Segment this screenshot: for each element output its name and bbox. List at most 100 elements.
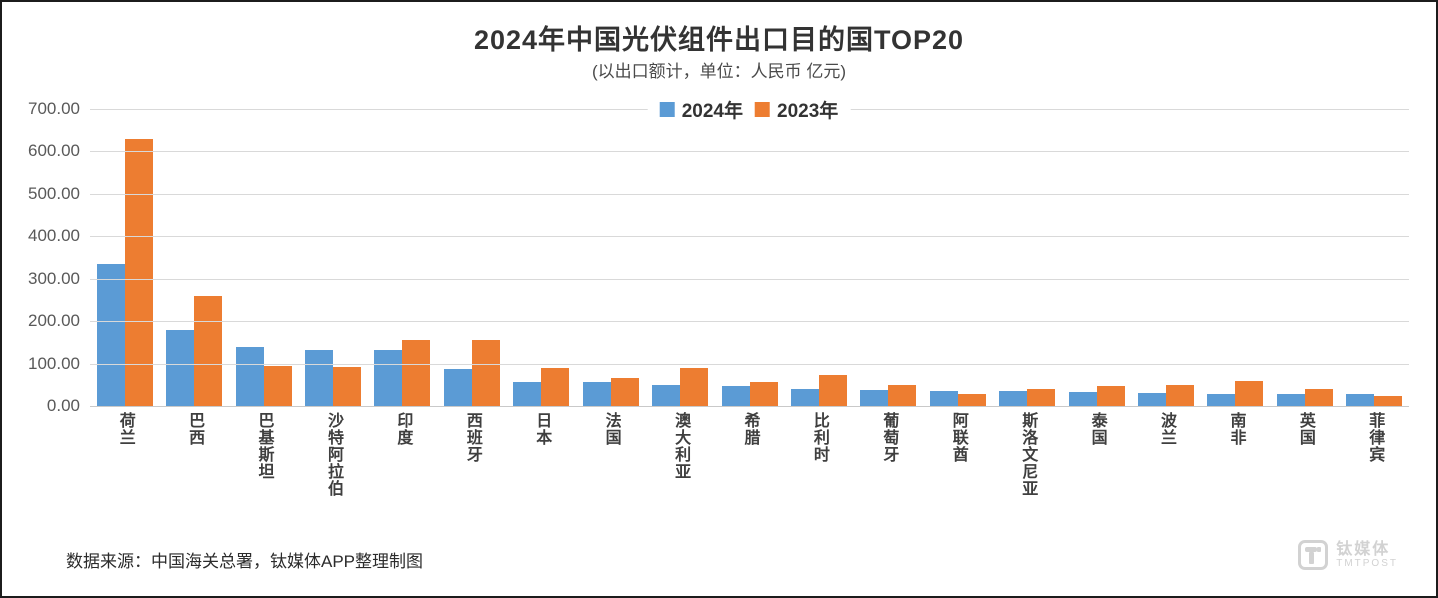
x-cell: 沙特阿拉伯 [298,412,367,540]
bar-2024年-日本 [513,382,542,406]
legend-swatch-2023 [755,102,770,117]
bar-2023年-西班牙 [471,340,500,406]
x-label-澳大利亚: 澳大利亚 [672,412,690,480]
x-label-西班牙: 西班牙 [463,412,481,463]
bar-2023年-比利时 [818,375,847,406]
tmtpost-logo-icon [1298,540,1329,570]
legend-label-2024: 2024年 [681,101,743,122]
x-cell: 阿联酋 [923,412,992,540]
y-axis: 700.00 600.00 500.00 400.00 300.00 200.00 100.… [2,99,80,415]
x-label-斯洛文尼亚: 斯洛文尼亚 [1019,412,1037,497]
gridline [90,279,1409,280]
bar-2023年-泰国 [1096,386,1125,406]
bar-group-西班牙 [437,109,506,406]
y-tick-label: 700.00 [28,99,80,118]
bar-2023年-巴基斯坦 [263,366,292,406]
bar-2023年-英国 [1304,389,1333,406]
x-cell: 巴基斯坦 [229,412,298,540]
x-label-英国: 英国 [1296,412,1314,446]
bar-2024年-澳大利亚 [652,385,681,406]
gridline [90,364,1409,365]
legend-item-2024: 2024年 [659,96,743,123]
x-cell: 比利时 [784,412,853,540]
watermark: 钛媒体 TMTPOST [1298,540,1398,570]
x-cell: 法国 [576,412,645,540]
chart-subtitle: (以出口额计，单位：人民币 亿元) [591,62,847,81]
bar-group-沙特阿拉伯 [298,109,367,406]
x-label-巴西: 巴西 [186,412,204,446]
x-cell: 英国 [1270,412,1339,540]
x-label-泰国: 泰国 [1088,412,1106,446]
x-cell: 葡萄牙 [854,412,923,540]
plot-area [90,109,1409,407]
x-axis: 荷兰 巴西 巴基斯坦 沙特阿拉伯 印度 西班牙 日本 法国 澳大利亚 希腊 比利时 葡萄牙 阿联酋 斯洛文… [90,412,1409,540]
bar-2024年-印度 [374,350,403,406]
bar-2023年-阿联酋 [957,394,986,406]
bar-group-斯洛文尼亚 [992,109,1061,406]
x-cell: 印度 [368,412,437,540]
x-label-葡萄牙: 葡萄牙 [880,412,898,463]
bar-group-巴基斯坦 [229,109,298,406]
bar-2023年-法国 [610,378,639,406]
x-cell: 波兰 [1131,412,1200,540]
y-tick-label: 500.00 [28,184,80,203]
x-cell: 巴西 [159,412,228,540]
watermark-text: 钛媒体 TMTPOST [1336,541,1398,570]
bar-2023年-荷兰 [124,139,153,406]
watermark-sub: TMTPOST [1336,558,1398,570]
bar-2024年-阿联酋 [929,391,958,406]
bar-2024年-沙特阿拉伯 [304,350,333,406]
x-label-希腊: 希腊 [741,412,759,446]
source-note: 数据来源：中国海关总署，钛媒体APP整理制图 [66,552,424,571]
x-label-阿联酋: 阿联酋 [949,412,967,463]
bar-2023年-斯洛文尼亚 [1027,389,1056,406]
bar-group-法国 [576,109,645,406]
y-tick-label: 400.00 [28,226,80,245]
bar-2023年-印度 [402,340,431,406]
chart-title: 2024年中国光伏组件出口目的国TOP20 [473,25,965,55]
bar-2024年-南非 [1207,394,1236,406]
bar-group-希腊 [715,109,784,406]
bar-2024年-泰国 [1068,392,1097,406]
bar-2023年-日本 [541,368,570,406]
x-cell: 荷兰 [90,412,159,540]
bar-2024年-希腊 [721,386,750,406]
bar-group-日本 [507,109,576,406]
bar-2023年-希腊 [749,382,778,406]
bar-2024年-西班牙 [443,369,472,406]
x-label-比利时: 比利时 [810,412,828,463]
bar-group-阿联酋 [923,109,992,406]
gridline [90,321,1409,322]
bar-group-荷兰 [90,109,159,406]
bar-group-英国 [1270,109,1339,406]
bar-2023年-葡萄牙 [888,385,917,406]
legend-item-2023: 2023年 [755,96,838,123]
gridline [90,236,1409,237]
bar-2023年-沙特阿拉伯 [332,367,361,406]
bar-group-比利时 [784,109,853,406]
bar-2024年-菲律宾 [1346,394,1375,406]
bar-2024年-英国 [1276,394,1305,406]
bar-group-葡萄牙 [854,109,923,406]
bar-2024年-比利时 [790,389,819,406]
bar-group-印度 [368,109,437,406]
bar-2024年-斯洛文尼亚 [999,391,1028,406]
legend-swatch-2024 [659,102,675,117]
x-cell: 日本 [507,412,576,540]
x-cell: 南非 [1201,412,1270,540]
bar-2024年-法国 [582,382,611,406]
bar-groups [90,109,1409,406]
x-cell: 泰国 [1062,412,1131,540]
x-cell: 希腊 [715,412,784,540]
bar-2024年-荷兰 [96,264,125,406]
bar-2023年-菲律宾 [1374,396,1403,406]
y-tick-label: 100.00 [28,354,80,373]
x-cell: 澳大利亚 [645,412,714,540]
gridline [90,194,1409,195]
x-label-波兰: 波兰 [1158,412,1176,446]
x-cell: 西班牙 [437,412,506,540]
bar-2024年-波兰 [1138,393,1167,406]
x-label-法国: 法国 [602,412,620,446]
bar-group-菲律宾 [1340,109,1409,406]
x-label-巴基斯坦: 巴基斯坦 [255,412,273,480]
